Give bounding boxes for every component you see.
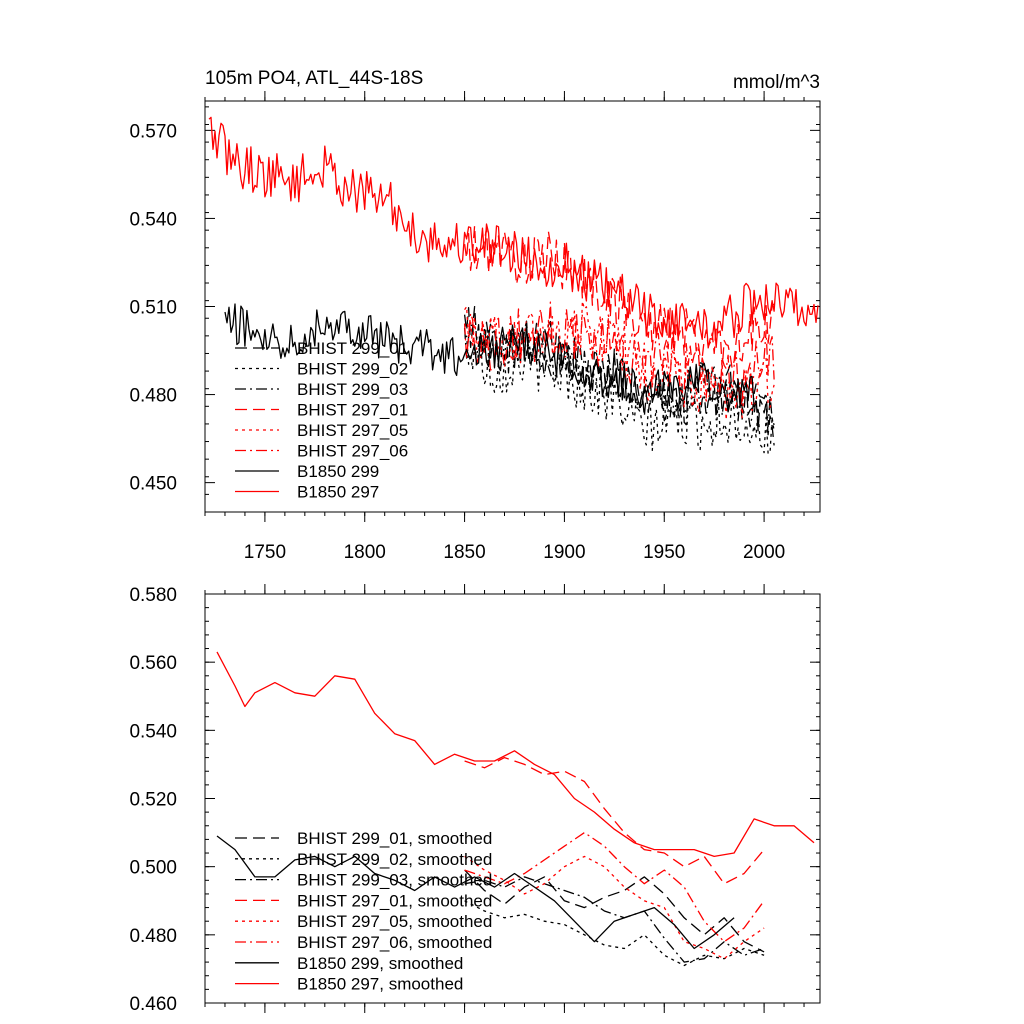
series-line-bhist-297-05 [464, 300, 775, 421]
legend-label: BHIST 299_01, smoothed [297, 829, 492, 848]
series-line-b1850-297 [208, 116, 819, 349]
series-line-bhist-297-01-smoothed [464, 756, 765, 885]
legend-label: BHIST 297_05 [297, 421, 408, 440]
legend-label: BHIST 297_01, smoothed [297, 891, 492, 910]
legend-label: BHIST 299_03 [297, 380, 408, 399]
legend-label: B1850 299 [297, 462, 379, 481]
x-tick-label: 1850 [443, 542, 485, 563]
y-tick-label: 0.540 [129, 721, 177, 742]
x-tick-label: 1750 [244, 542, 286, 563]
y-tick-label: 0.460 [129, 994, 177, 1015]
series-line-bhist-299-01-smoothed [464, 869, 765, 953]
series-line-bhist-297-06-smoothed [464, 831, 765, 943]
legend-label: BHIST 297_01 [297, 401, 408, 420]
legend-label: BHIST 297_06, smoothed [297, 933, 492, 952]
series-line-bhist-297-05-smoothed [464, 855, 765, 960]
x-tick-label: 2000 [743, 542, 785, 563]
bottom-panel: 0.460 0.480 0.500 0.520 0.540 0.560 0.580 BHIST… [129, 584, 821, 1015]
legend-label: BHIST 299_02, smoothed [297, 850, 492, 869]
legend-label: B1850 297, smoothed [297, 975, 463, 994]
series-line-b1850-297-smoothed [216, 651, 815, 858]
y-tick-label: 0.540 [129, 209, 177, 230]
y-tick-label: 0.480 [129, 926, 177, 947]
legend-label: B1850 299, smoothed [297, 954, 463, 973]
legend-label: BHIST 299_03, smoothed [297, 871, 492, 890]
series-line-bhist-299-01 [463, 305, 775, 446]
series-line-bhist-299-03 [463, 324, 775, 428]
y-tick-label: 0.480 [129, 386, 177, 407]
x-tick-label: 1950 [643, 542, 685, 563]
legend-label: BHIST 299_01 [297, 339, 408, 358]
top-panel-title: 105m PO4, ATL_44S-18S [205, 68, 423, 89]
legend-label: BHIST 297_06 [297, 442, 408, 461]
y-tick-label: 0.580 [129, 585, 177, 606]
y-tick-label: 0.510 [129, 298, 177, 319]
y-tick-label: 0.500 [129, 858, 177, 879]
series-line-bhist-297-06 [463, 301, 775, 404]
series-line-bhist-299-03-smoothed [464, 876, 765, 963]
x-tick-label: 1800 [344, 542, 386, 563]
top-panel: 105m PO4, ATL_44S-18S mmol/m^3 0.450 0.48… [129, 68, 821, 563]
legend-label: B1850 297 [297, 483, 379, 502]
series-line-b1850-299-smoothed [216, 835, 735, 950]
x-tick-label: 1900 [543, 542, 585, 563]
series-line-b1850-299 [224, 303, 755, 413]
y-tick-label: 0.520 [129, 790, 177, 811]
y-tick-label: 0.570 [129, 121, 177, 142]
legend-label: BHIST 299_02 [297, 360, 408, 379]
top-panel-units: mmol/m^3 [733, 72, 820, 93]
y-tick-label: 0.450 [129, 474, 177, 495]
legend-label: BHIST 297_05, smoothed [297, 912, 492, 931]
series-line-bhist-297-01 [463, 224, 775, 370]
y-tick-label: 0.560 [129, 653, 177, 674]
